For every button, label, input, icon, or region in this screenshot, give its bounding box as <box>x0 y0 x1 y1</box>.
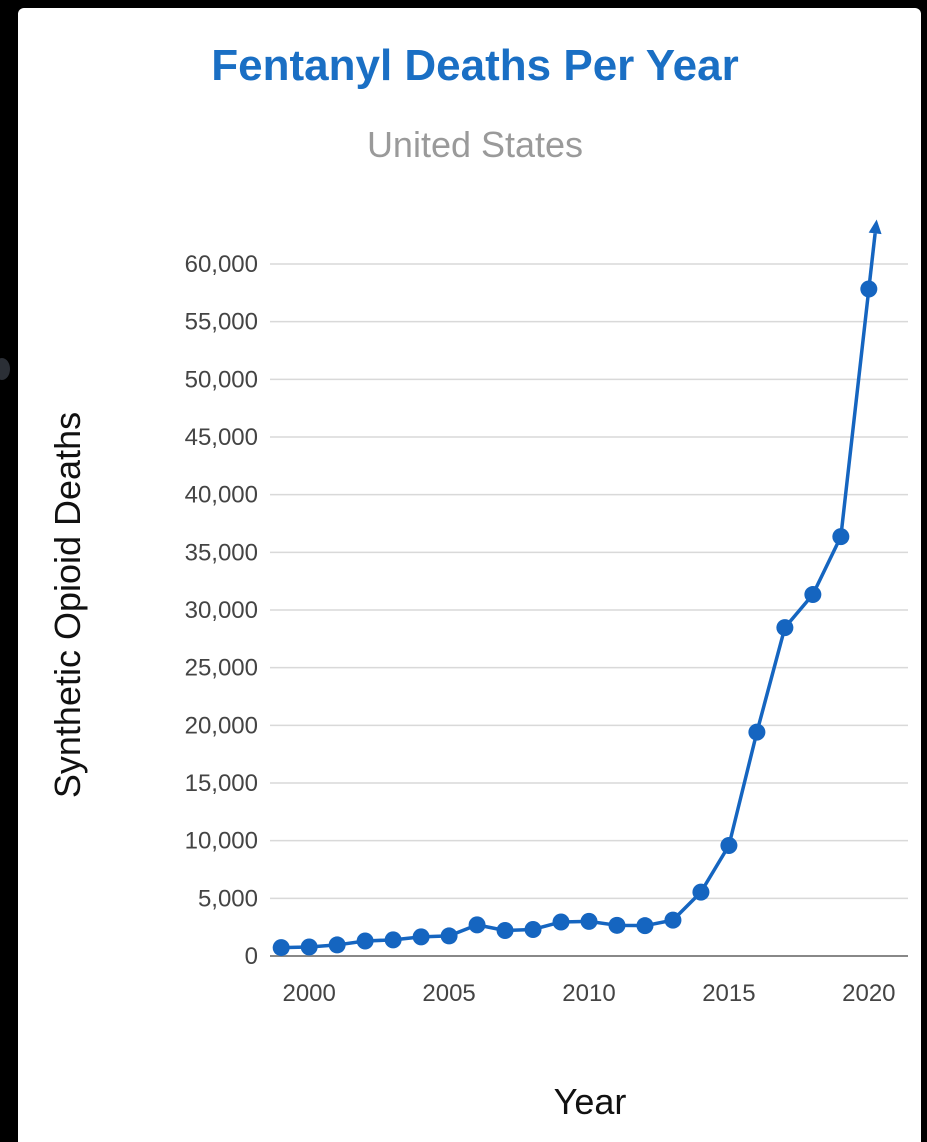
data-point <box>328 936 346 954</box>
data-point <box>412 928 430 946</box>
y-tick-label: 40,000 <box>185 482 258 509</box>
y-tick-label: 50,000 <box>185 366 258 393</box>
y-tick-label: 30,000 <box>185 597 258 624</box>
data-point <box>692 883 710 901</box>
y-tick-label: 10,000 <box>185 828 258 855</box>
data-point <box>664 911 682 929</box>
x-axis-label: Year <box>554 1081 627 1122</box>
data-point <box>720 837 738 855</box>
y-tick-label: 35,000 <box>185 539 258 566</box>
data-point <box>440 927 458 945</box>
y-tick-label: 0 <box>245 943 258 970</box>
edge-dot <box>0 358 10 380</box>
y-tick-label: 25,000 <box>185 655 258 682</box>
chart-card <box>18 8 921 1142</box>
data-point <box>384 931 402 949</box>
data-point <box>300 938 318 956</box>
trend-arrow-line <box>867 233 877 290</box>
y-tick-label: 55,000 <box>185 309 258 336</box>
data-point <box>608 916 626 934</box>
x-tick-label: 2010 <box>562 980 615 1007</box>
data-point <box>552 913 570 931</box>
data-point <box>832 528 850 546</box>
series-line <box>281 288 871 950</box>
chart-title: Fentanyl Deaths Per Year <box>211 41 738 90</box>
data-point <box>748 723 766 741</box>
y-axis-ticks: 0 5,000 10,000 15,000 20,000 25,000 30,000 35,0… <box>185 251 258 970</box>
data-point <box>860 280 878 298</box>
x-tick-label: 2015 <box>702 980 755 1007</box>
y-tick-label: 60,000 <box>185 251 258 278</box>
data-points <box>272 280 878 957</box>
trend-arrow-head <box>868 219 882 235</box>
data-point <box>468 916 486 934</box>
x-tick-label: 2020 <box>842 980 895 1007</box>
x-axis-ticks: 2000 2005 2010 2015 2020 <box>282 980 895 1007</box>
y-axis-label: Synthetic Opioid Deaths <box>47 412 88 798</box>
data-point <box>580 912 598 930</box>
data-point <box>524 920 542 938</box>
x-tick-label: 2000 <box>282 980 335 1007</box>
y-tick-label: 20,000 <box>185 712 258 739</box>
data-point <box>636 917 654 935</box>
x-tick-label: 2005 <box>422 980 475 1007</box>
data-point <box>496 922 514 940</box>
data-point <box>776 619 794 637</box>
data-point <box>272 939 290 957</box>
y-tick-label: 45,000 <box>185 424 258 451</box>
chart-subtitle: United States <box>367 124 583 165</box>
data-point <box>356 932 374 950</box>
data-point <box>804 586 822 604</box>
y-tick-label: 15,000 <box>185 770 258 797</box>
y-tick-label: 5,000 <box>198 885 258 912</box>
grid-lines <box>270 263 908 900</box>
